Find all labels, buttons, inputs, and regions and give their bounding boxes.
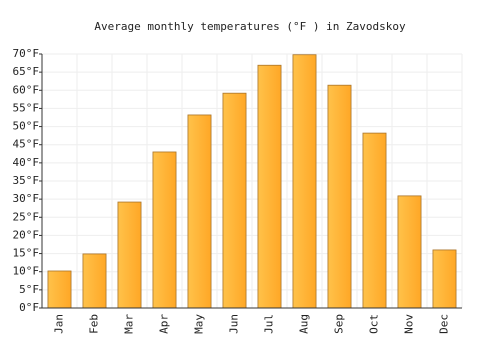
y-tick-label: 20°F [13,228,40,241]
bar [117,201,142,309]
bar [222,92,247,309]
x-tick-label: Nov [403,314,416,334]
y-tick-label: 25°F [13,210,40,223]
y-tick-label: 55°F [13,101,40,114]
bar [152,151,177,309]
y-tick-label: 35°F [13,174,40,187]
bar [187,114,212,309]
bar [82,253,107,309]
y-tick-label: 65°F [13,65,40,78]
bar [292,54,317,309]
x-tick-label: Mar [123,314,136,334]
y-tick-label: 30°F [13,192,40,205]
y-tick-label: 15°F [13,247,40,260]
axis [41,54,462,309]
bar [327,84,352,309]
x-tick-label: May [193,314,206,334]
y-tick-label: 70°F [13,47,40,60]
bar [47,270,72,309]
y-tick-label: 0°F [19,301,39,314]
x-tick-label: Jun [228,314,241,334]
y-tick-label: 60°F [13,83,40,96]
chart-title: Average monthly temperatures (°F ) in Za… [94,20,406,33]
x-tick-label: Sep [333,314,346,334]
bar [397,195,422,309]
bar [432,249,457,309]
x-tick-label: Apr [158,314,171,334]
bar [362,132,387,309]
x-tick-label: Jan [53,314,66,334]
y-tick-label: 45°F [13,138,40,151]
x-tick-label: Aug [298,314,311,334]
y-tick-label: 10°F [13,265,40,278]
x-tick-label: Feb [88,314,101,334]
x-tick-label: Jul [263,314,276,334]
y-tick-label: 5°F [19,283,39,296]
y-tick-label: 40°F [13,156,40,169]
x-tick-label: Dec [438,314,451,334]
x-tick-label: Oct [368,314,381,334]
bar [257,64,282,309]
y-tick-label: 50°F [13,120,40,133]
